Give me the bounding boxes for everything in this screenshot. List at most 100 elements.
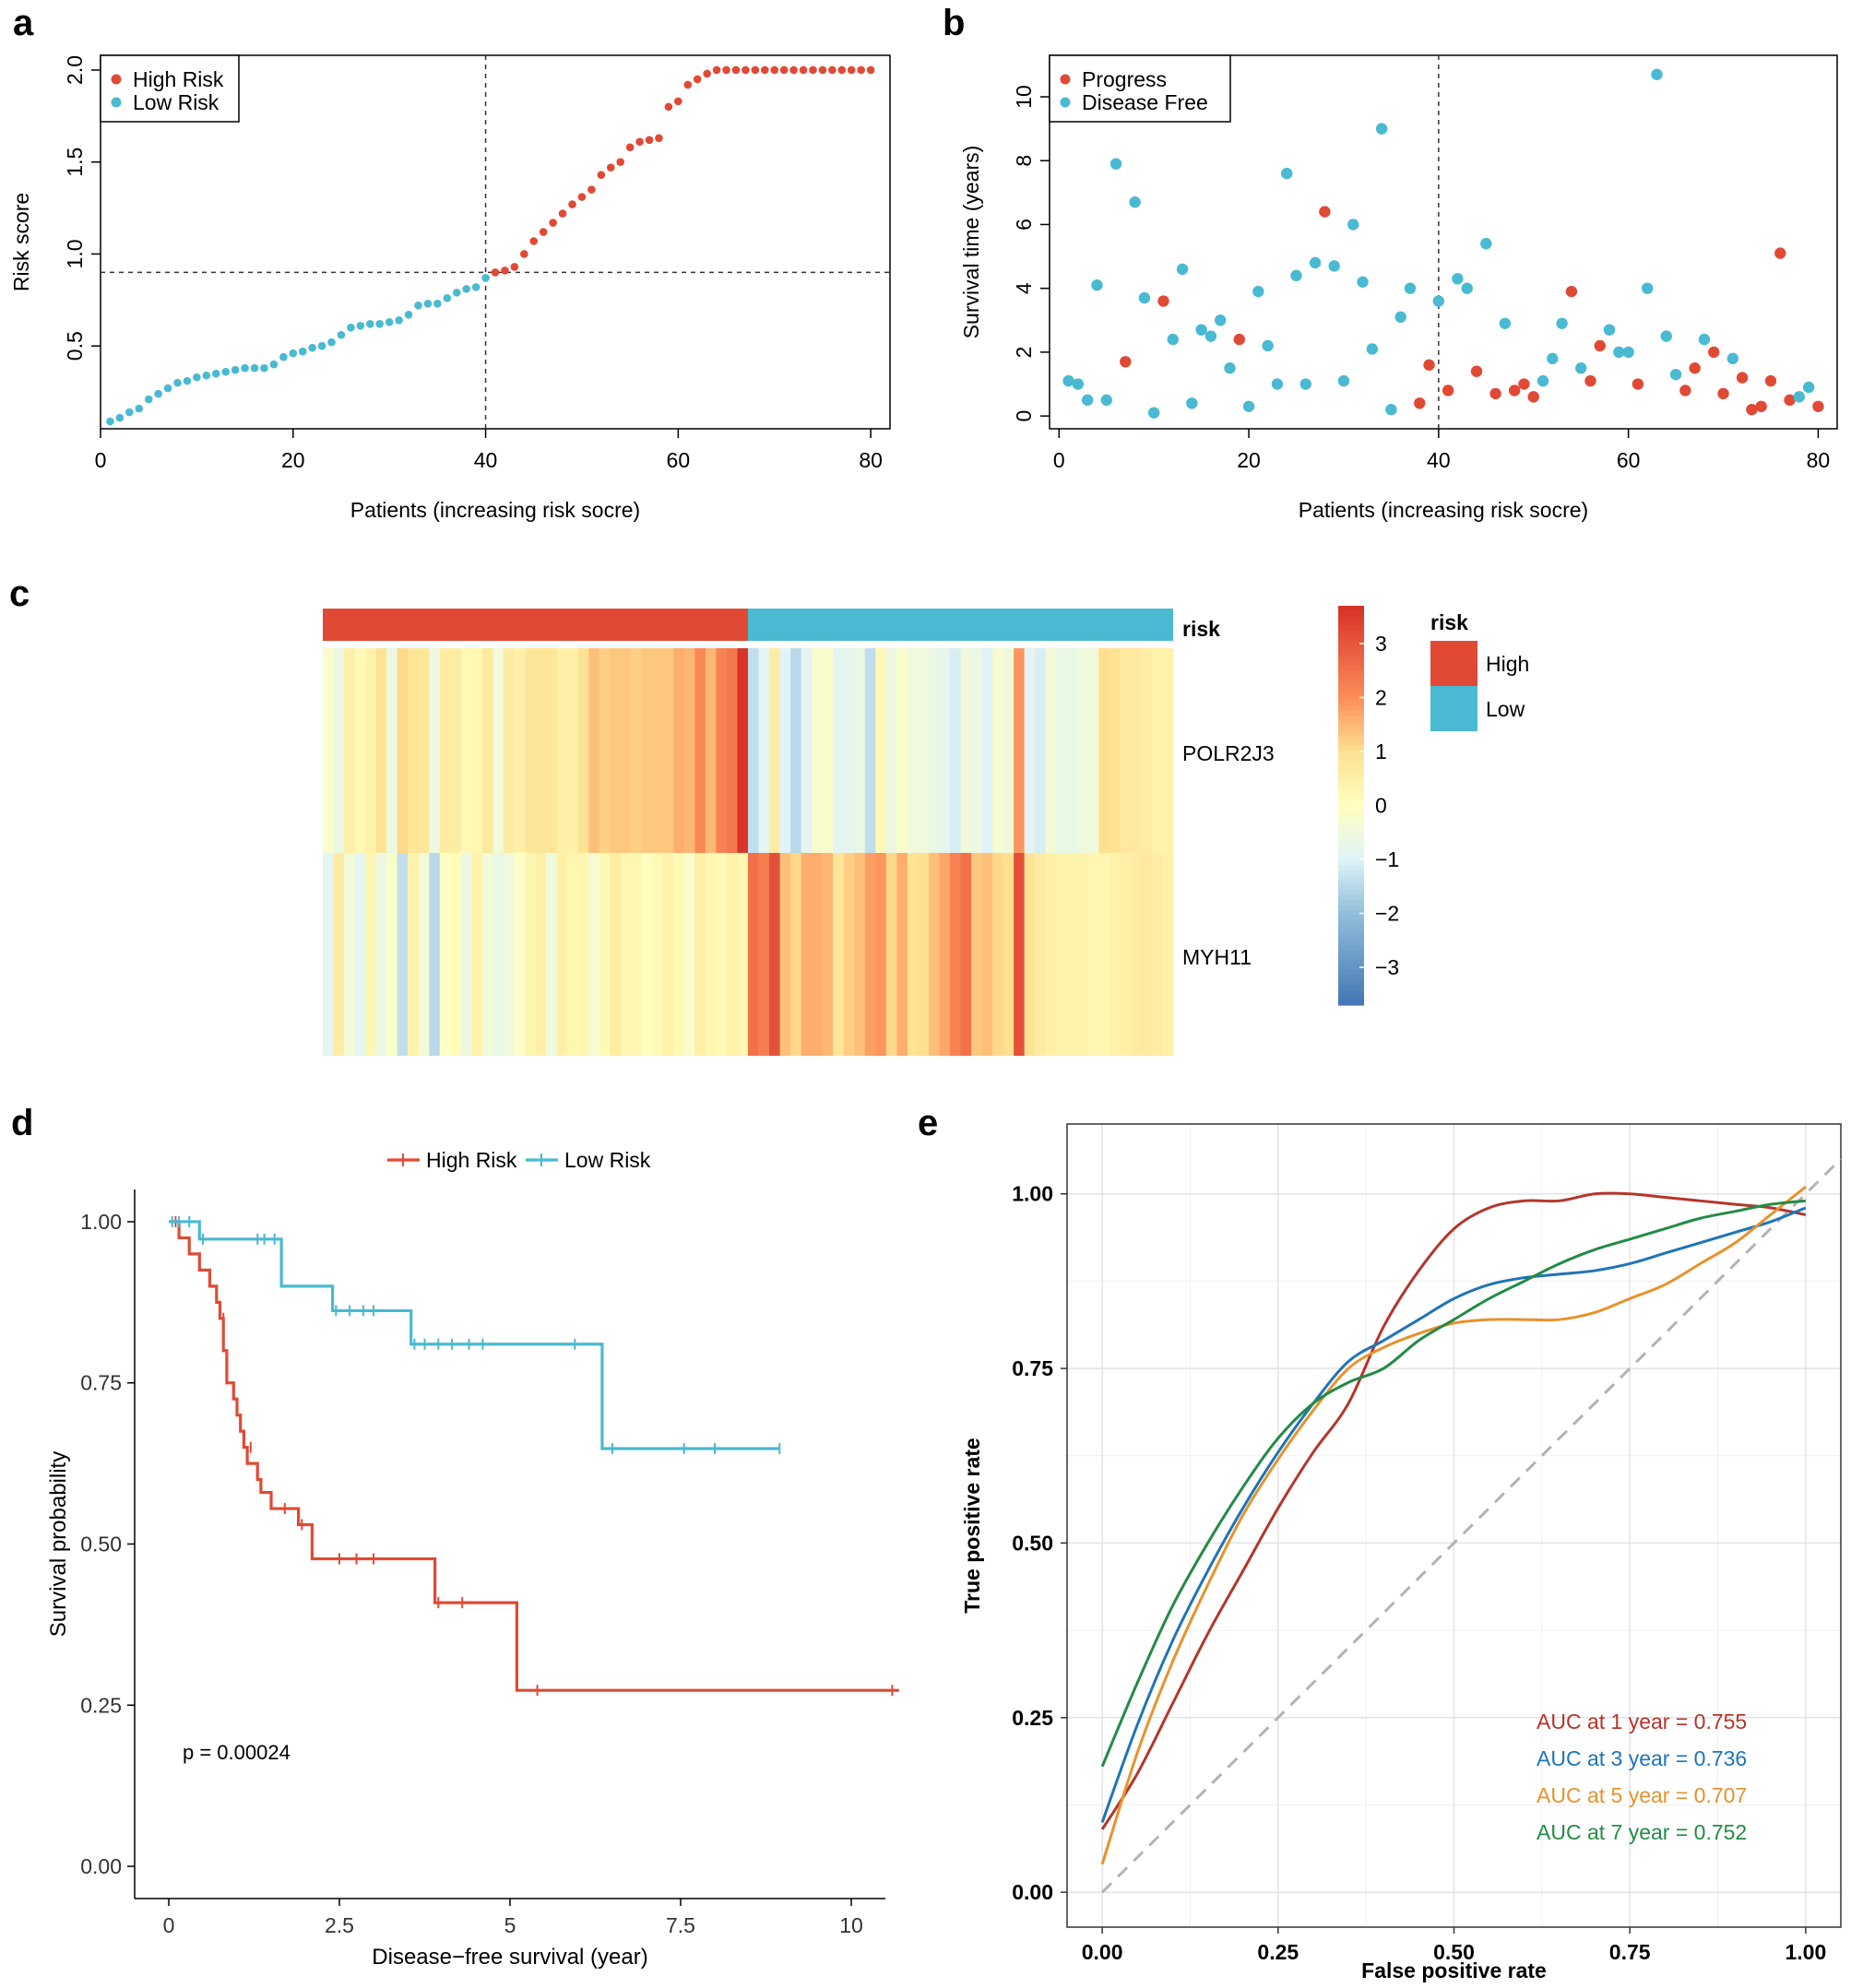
point-high (693, 75, 702, 84)
point-low (250, 363, 259, 373)
point-disease-free (1660, 330, 1672, 342)
point-high (866, 65, 875, 75)
heatmap-cell (1014, 853, 1026, 1056)
heatmap-cell (556, 648, 568, 853)
colorbar-segment (1338, 621, 1364, 627)
point-low (414, 302, 422, 310)
point-high (722, 65, 730, 75)
point-disease-free (1271, 378, 1284, 390)
point-disease-free (1698, 333, 1711, 346)
point-high (558, 209, 567, 218)
heatmap-cell (833, 648, 845, 853)
colorbar-segment (1338, 645, 1364, 652)
heatmap-cell (801, 853, 813, 1056)
colorbar-segment (1338, 910, 1364, 917)
point-high (674, 97, 682, 106)
point-disease-free (1669, 368, 1682, 381)
heatmap-cell (503, 853, 515, 1056)
x-tick-label: 0 (163, 1913, 175, 1937)
heatmap-cell (450, 853, 462, 1056)
point-low (365, 319, 374, 328)
heatmap-cell (1141, 853, 1153, 1056)
heatmap-cell (716, 648, 728, 853)
point-low (279, 352, 288, 361)
heatmap-cell (1045, 648, 1057, 853)
colorbar-segment (1338, 985, 1364, 991)
heatmap-cell (365, 648, 377, 853)
colorbar-segment (1338, 860, 1364, 867)
heatmap-cell (928, 853, 940, 1056)
colorbar-segment (1338, 940, 1364, 946)
colorbar-segment (1338, 755, 1364, 762)
heatmap-cell (514, 648, 526, 853)
point-low (443, 294, 452, 302)
heatmap-cell (386, 648, 398, 853)
heatmap-cell (375, 853, 387, 1056)
heatmap-cell (397, 853, 409, 1056)
p-value: p = 0.00024 (183, 1741, 291, 1764)
y-tick-label: 0 (1012, 410, 1036, 422)
heatmap-cell (928, 648, 940, 853)
heatmap-cell (726, 648, 738, 853)
point-low (202, 371, 211, 380)
x-axis-label: Disease−free survival (year) (372, 1945, 647, 1970)
point-low (298, 347, 307, 356)
heatmap-cell (1035, 648, 1047, 853)
point-disease-free (1147, 407, 1160, 419)
colorbar-segment (1338, 785, 1364, 791)
point-high (789, 65, 798, 75)
heatmap-cell (716, 853, 728, 1056)
x-tick-label: 0 (95, 448, 107, 472)
heatmap-cell (673, 853, 685, 1056)
heatmap-cell (365, 853, 377, 1056)
heatmap-cell (790, 648, 802, 853)
panel-e: 0.00 0.00 0.25 0.25 0.50 0.50 0.75 0.75 1.00 1.00… (960, 1123, 1843, 1982)
colorbar-segment (1338, 790, 1364, 797)
point-progress (1708, 346, 1720, 359)
legend-label: High (1486, 652, 1529, 676)
heatmap-cell (843, 648, 855, 853)
point-disease-free (1574, 362, 1587, 374)
heatmap-cell (864, 648, 876, 853)
heatmap-cell (1120, 648, 1132, 853)
heatmap-cell (1024, 648, 1036, 853)
colorbar-segment (1338, 875, 1364, 882)
heatmap-cell (812, 648, 824, 853)
colorbar-segment (1338, 665, 1364, 671)
colorbar-segment (1338, 960, 1364, 966)
colorbar-segment (1338, 810, 1364, 816)
point-disease-free (1452, 273, 1464, 285)
legend-title: risk (1430, 610, 1468, 634)
heatmap-cell (864, 853, 876, 1056)
y-axis-label: Risk score (9, 193, 33, 291)
point-progress (1746, 404, 1758, 416)
heatmap-cell (620, 853, 632, 1056)
heatmap-cell (1056, 853, 1068, 1056)
point-high (655, 134, 663, 143)
x-tick-label: 40 (474, 448, 498, 472)
colorbar-segment (1338, 950, 1364, 956)
point-disease-free (1167, 333, 1179, 346)
x-tick-label: 5 (504, 1913, 516, 1937)
y-tick-label: 1.00 (80, 1210, 122, 1234)
point-disease-free (1357, 276, 1369, 288)
heatmap-cell (514, 853, 526, 1056)
colorbar-segment (1338, 845, 1364, 851)
heatmap-cell (620, 648, 632, 853)
colorbar-segment (1338, 989, 1364, 996)
legend-box (100, 54, 240, 123)
heatmap-cell (1066, 853, 1078, 1056)
colorbar-segment (1338, 610, 1364, 617)
heatmap-cell (397, 648, 409, 853)
heatmap-cell (769, 853, 781, 1056)
point-low (241, 363, 249, 373)
heatmap-cell (1130, 648, 1142, 853)
colorbar-segment (1338, 680, 1364, 687)
heatmap-cell (918, 648, 930, 853)
colorbar-tick-label: 1 (1375, 740, 1387, 763)
legend-label: Disease Free (1082, 90, 1208, 114)
colorbar-segment (1338, 795, 1364, 801)
colorbar-segment (1338, 885, 1364, 892)
y-tick-label: 1.0 (63, 239, 87, 268)
point-low (327, 337, 336, 347)
